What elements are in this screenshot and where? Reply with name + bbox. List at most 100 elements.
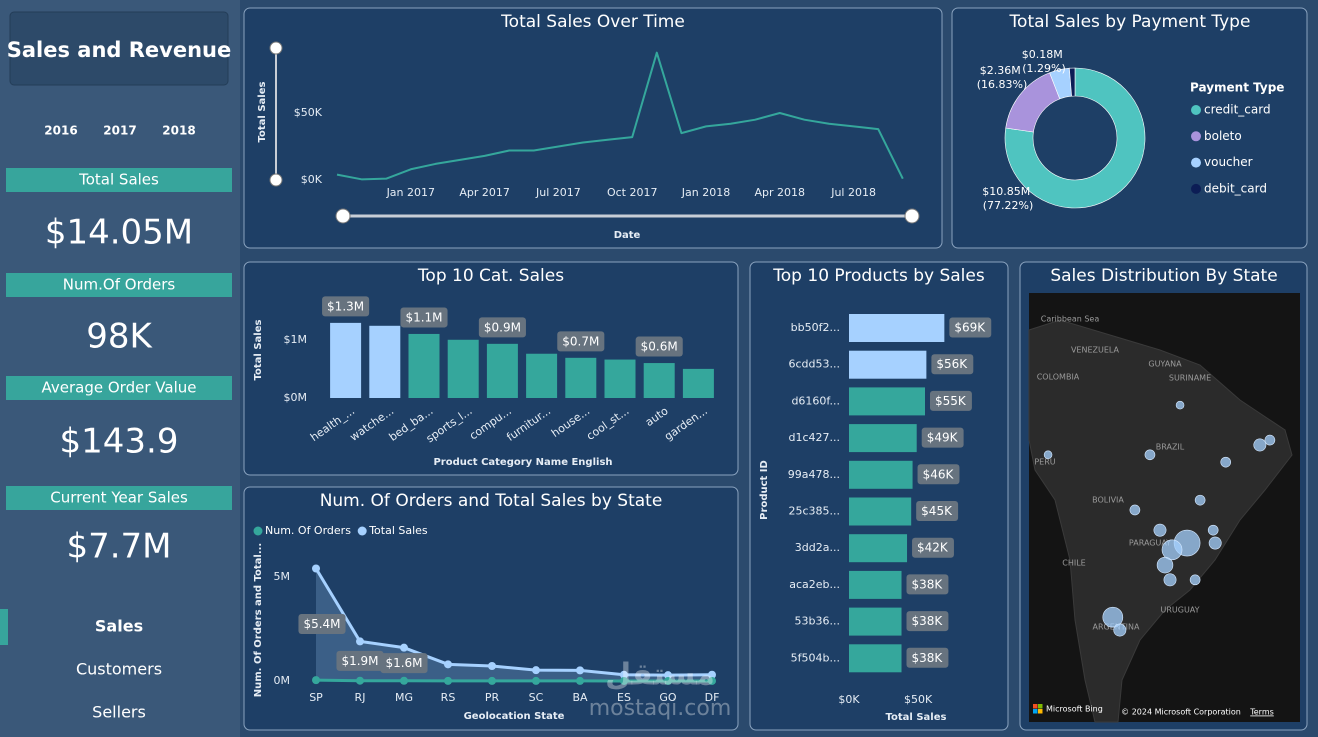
map-bubble	[1175, 400, 1185, 410]
y-tick-label: 53b36...	[795, 615, 840, 628]
legend-title: Payment Type	[1190, 81, 1284, 95]
legend-label: debit_card	[1204, 181, 1267, 195]
nav-item[interactable]: Sales	[95, 617, 143, 636]
slider-handle[interactable]	[269, 41, 283, 55]
point	[400, 676, 408, 685]
bar	[849, 644, 902, 673]
donut-slice	[1004, 67, 1146, 209]
data-label: $46K	[923, 467, 955, 481]
y-axis-label: Total Sales	[257, 82, 268, 143]
slider-handle[interactable]	[335, 208, 351, 224]
bar	[330, 322, 362, 398]
data-label: $56K	[936, 357, 968, 371]
year-filter[interactable]: 2018	[162, 124, 195, 138]
y-tick-label: $0K	[301, 173, 323, 186]
x-tick-label: $50K	[904, 693, 933, 706]
y-tick-label: 3dd2a...	[795, 541, 840, 554]
data-label-box	[912, 537, 954, 558]
data-label-box	[930, 390, 972, 411]
data-label: $49K	[927, 431, 959, 445]
point	[312, 676, 320, 685]
data-label-box	[921, 427, 964, 448]
nav-active-marker	[0, 609, 8, 645]
bing-logo	[1033, 704, 1038, 709]
y-axis-label: Num. Of Orders and Total...	[253, 543, 264, 697]
data-label-box	[917, 464, 960, 485]
data-label-box	[949, 317, 992, 338]
legend-marker	[357, 526, 367, 536]
data-label: $55K	[935, 394, 967, 408]
watermark: مستقل	[605, 658, 715, 693]
data-label-box	[635, 336, 683, 357]
x-tick-label: ES	[617, 691, 631, 704]
data-label: $69K	[954, 321, 986, 335]
chart-title: Sales Distribution By State	[1050, 266, 1277, 286]
data-label-box	[906, 611, 949, 632]
x-tick-label: Oct 2017	[607, 186, 658, 199]
bar	[604, 359, 636, 398]
y-tick-label: d6160f...	[791, 394, 840, 407]
data-label-box	[557, 331, 605, 352]
map-bubble	[1207, 524, 1219, 536]
bar	[643, 363, 675, 398]
map-bubble	[1102, 606, 1124, 628]
map-bubble	[1156, 556, 1174, 574]
point	[664, 676, 672, 685]
panel	[243, 7, 943, 249]
data-label: $5.4M	[303, 617, 340, 631]
map-bubble	[1043, 450, 1053, 460]
data-label-box	[478, 317, 526, 338]
bar	[408, 333, 440, 398]
bar	[849, 314, 945, 342]
map-bubble	[1163, 573, 1177, 587]
map-place-label: PARAGUAY	[1129, 539, 1171, 548]
year-filter[interactable]: 2017	[103, 124, 136, 138]
x-axis-label: Geolocation State	[464, 711, 565, 722]
year-filter[interactable]: 2016	[44, 124, 77, 138]
bar	[849, 497, 912, 526]
map-bubble	[1253, 438, 1267, 452]
bar	[849, 387, 925, 416]
y-tick-label: 6cdd53...	[789, 358, 841, 371]
sidebar	[0, 0, 240, 737]
point	[356, 637, 364, 646]
data-label: $10.85M (77.22%)	[982, 185, 1033, 212]
data-label-box	[916, 501, 959, 521]
slider-handle[interactable]	[904, 208, 920, 224]
bar	[565, 357, 597, 398]
y-tick-label: $1M	[284, 333, 308, 346]
y-tick-label: $50K	[294, 106, 323, 119]
x-axis-label: Total Sales	[886, 712, 947, 723]
data-label-box	[906, 647, 949, 668]
kpi-value: $7.7M	[66, 527, 171, 567]
y-tick-label: 5M	[274, 570, 291, 583]
donut-slice	[1069, 67, 1076, 97]
bar	[849, 534, 908, 563]
map-attribution: Microsoft Bing	[1046, 705, 1103, 714]
bar	[849, 424, 917, 453]
bar	[682, 368, 714, 398]
nav-item[interactable]: Sellers	[92, 703, 146, 722]
point	[444, 676, 452, 685]
point	[708, 676, 716, 685]
kpi-label: Num.Of Orders	[63, 276, 176, 294]
bar	[849, 607, 902, 636]
slider-handle[interactable]	[269, 173, 283, 187]
nav-item[interactable]: Customers	[76, 660, 162, 679]
dashboard-title: Sales and Revenue	[7, 38, 232, 62]
x-tick-label: Apr 2017	[459, 186, 510, 199]
legend-marker	[1191, 157, 1201, 168]
y-tick-label: 99a478...	[788, 468, 840, 481]
chart-title: Total Sales by Payment Type	[1009, 12, 1251, 32]
bing-logo	[1033, 709, 1038, 714]
map-place-label: PERU	[1034, 458, 1055, 467]
point	[620, 676, 628, 685]
x-tick-label: $0K	[838, 693, 860, 706]
data-label: $0.18M (1.29%)	[1022, 48, 1066, 75]
x-axis-label: Product Category Name English	[433, 457, 612, 468]
kpi-label-bar	[6, 376, 232, 400]
legend-marker	[1191, 131, 1201, 142]
point	[576, 676, 584, 685]
kpi-label: Average Order Value	[42, 379, 197, 397]
point	[488, 676, 496, 685]
